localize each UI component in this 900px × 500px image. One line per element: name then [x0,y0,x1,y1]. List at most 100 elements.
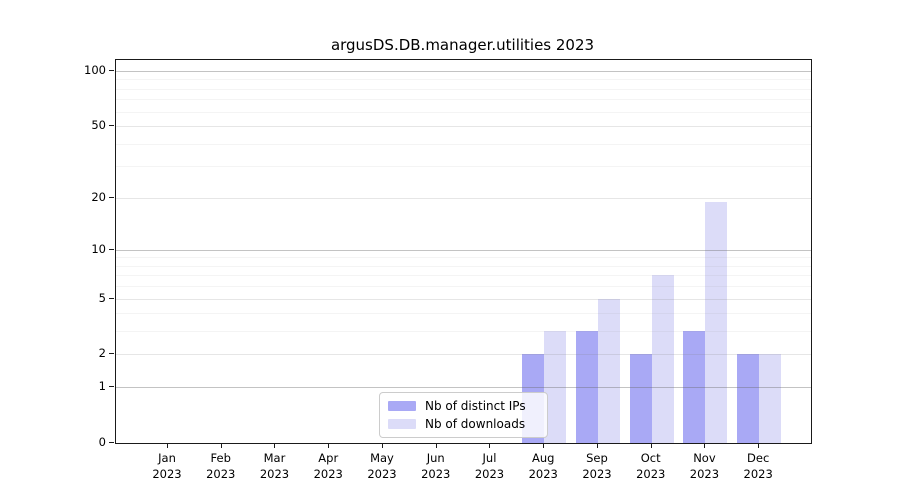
x-tick-mark-jan [167,443,168,448]
x-tick-year: 2023 [367,467,397,481]
x-tick-label-jan: Jan 2023 [137,450,197,482]
bar-downloads-dec [759,354,782,443]
bar-distinct-ips-nov [683,331,706,443]
y-tick-label-10: 10 [91,241,106,256]
grid-line-1 [116,387,811,389]
bar-distinct-ips-dec [737,354,760,443]
y-tick-mark-10 [109,248,114,250]
y-tick-label-5: 5 [98,290,106,305]
x-tick-month: Oct [640,451,661,465]
y-tick-mark-5 [109,297,114,299]
x-tick-label-oct: Oct 2023 [621,450,681,482]
x-tick-label-apr: Apr 2023 [298,450,358,482]
plot-area [115,59,812,444]
y-tick-label-0: 0 [98,435,106,449]
x-tick-year: 2023 [743,467,773,481]
y-tick-label-2: 2 [98,346,106,361]
legend-label-downloads: Nb of downloads [425,416,526,431]
bar-distinct-ips-oct [629,354,652,443]
x-tick-mark-jun [435,443,437,448]
legend-item-downloads: Nb of downloads [388,416,547,431]
grid-line-60 [116,111,811,113]
x-tick-mark-dec [758,443,760,448]
grid-line-90 [116,79,811,81]
chart-title: argusDS.DB.manager.utilities 2023 [330,36,595,54]
x-tick-month: Feb [210,451,231,465]
grid-line-80 [116,88,811,90]
x-tick-year: 2023 [582,467,612,481]
y-tick-label-50: 50 [91,118,106,133]
x-tick-month: Aug [531,451,555,465]
x-tick-month: Dec [747,451,770,465]
grid-line-5 [116,298,811,300]
bar-downloads-oct [651,275,674,443]
legend-swatch-distinct-ips [388,401,416,411]
x-tick-mark-may [381,443,383,448]
y-tick-mark-100 [109,70,114,71]
x-tick-mark-jul [489,443,491,448]
x-tick-year: 2023 [528,467,558,481]
x-tick-label-aug: Aug 2023 [513,450,573,482]
y-tick-label-100: 100 [84,63,106,77]
y-tick-mark-2 [109,353,114,355]
legend-item-distinct-ips: Nb of distinct IPs [388,398,547,413]
grid-line-4 [116,313,811,315]
x-tick-month: Jun [426,451,445,465]
x-tick-label-mar: Mar 2023 [244,450,304,482]
y-tick-mark-50 [109,125,114,127]
grid-line-10 [116,249,811,251]
grid-line-70 [116,99,811,101]
x-tick-mark-sep [596,443,598,448]
x-tick-label-may: May 2023 [352,450,412,482]
y-tick-label-1: 1 [98,379,106,394]
x-tick-month: Jul [482,451,497,465]
x-tick-label-feb: Feb 2023 [191,450,251,482]
x-tick-label-sep: Sep 2023 [567,450,627,482]
legend-swatch-downloads [388,419,416,429]
grid-line-9 [116,257,811,259]
grid-line-30 [116,166,811,168]
x-tick-year: 2023 [313,467,343,481]
x-tick-mark-mar [274,443,276,448]
bar-downloads-sep [597,298,620,443]
grid-line-2 [116,354,811,356]
y-tick-mark-0 [109,442,114,443]
grid-line-20 [116,197,811,199]
x-tick-month: May [370,451,394,465]
x-tick-year: 2023 [152,467,182,481]
x-tick-label-dec: Dec 2023 [728,450,788,482]
x-tick-mark-feb [220,443,222,448]
x-tick-label-nov: Nov 2023 [674,450,734,482]
x-tick-label-jul: Jul 2023 [459,450,519,482]
grid-line-50 [116,126,811,128]
x-tick-year: 2023 [206,467,236,481]
x-tick-year: 2023 [474,467,505,481]
grid-line-6 [116,286,811,288]
grid-line-3 [116,331,811,333]
x-tick-month: Jan [158,451,176,465]
x-tick-label-jun: Jun 2023 [406,450,466,482]
x-tick-month: Sep [586,451,608,465]
y-tick-mark-20 [109,196,114,198]
y-tick-mark-1 [109,386,114,388]
x-tick-year: 2023 [421,467,451,481]
grid-line-8 [116,265,811,267]
x-tick-mark-oct [650,443,652,448]
legend: Nb of distinct IPs Nb of downloads [379,392,548,438]
x-tick-year: 2023 [636,467,666,481]
x-tick-mark-aug [543,443,545,448]
y-tick-label-20: 20 [91,189,106,204]
grid-line-7 [116,275,811,277]
x-tick-mark-nov [704,443,706,448]
x-tick-year: 2023 [689,467,720,481]
bar-downloads-aug [544,331,567,443]
legend-label-distinct-ips: Nb of distinct IPs [425,398,526,413]
x-tick-mark-apr [328,443,330,448]
grid-line-40 [116,143,811,145]
x-tick-year: 2023 [259,467,290,481]
x-tick-month: Apr [318,451,339,465]
x-tick-month: Mar [263,451,286,465]
bar-distinct-ips-sep [575,331,598,443]
grid-line-100 [116,71,811,72]
